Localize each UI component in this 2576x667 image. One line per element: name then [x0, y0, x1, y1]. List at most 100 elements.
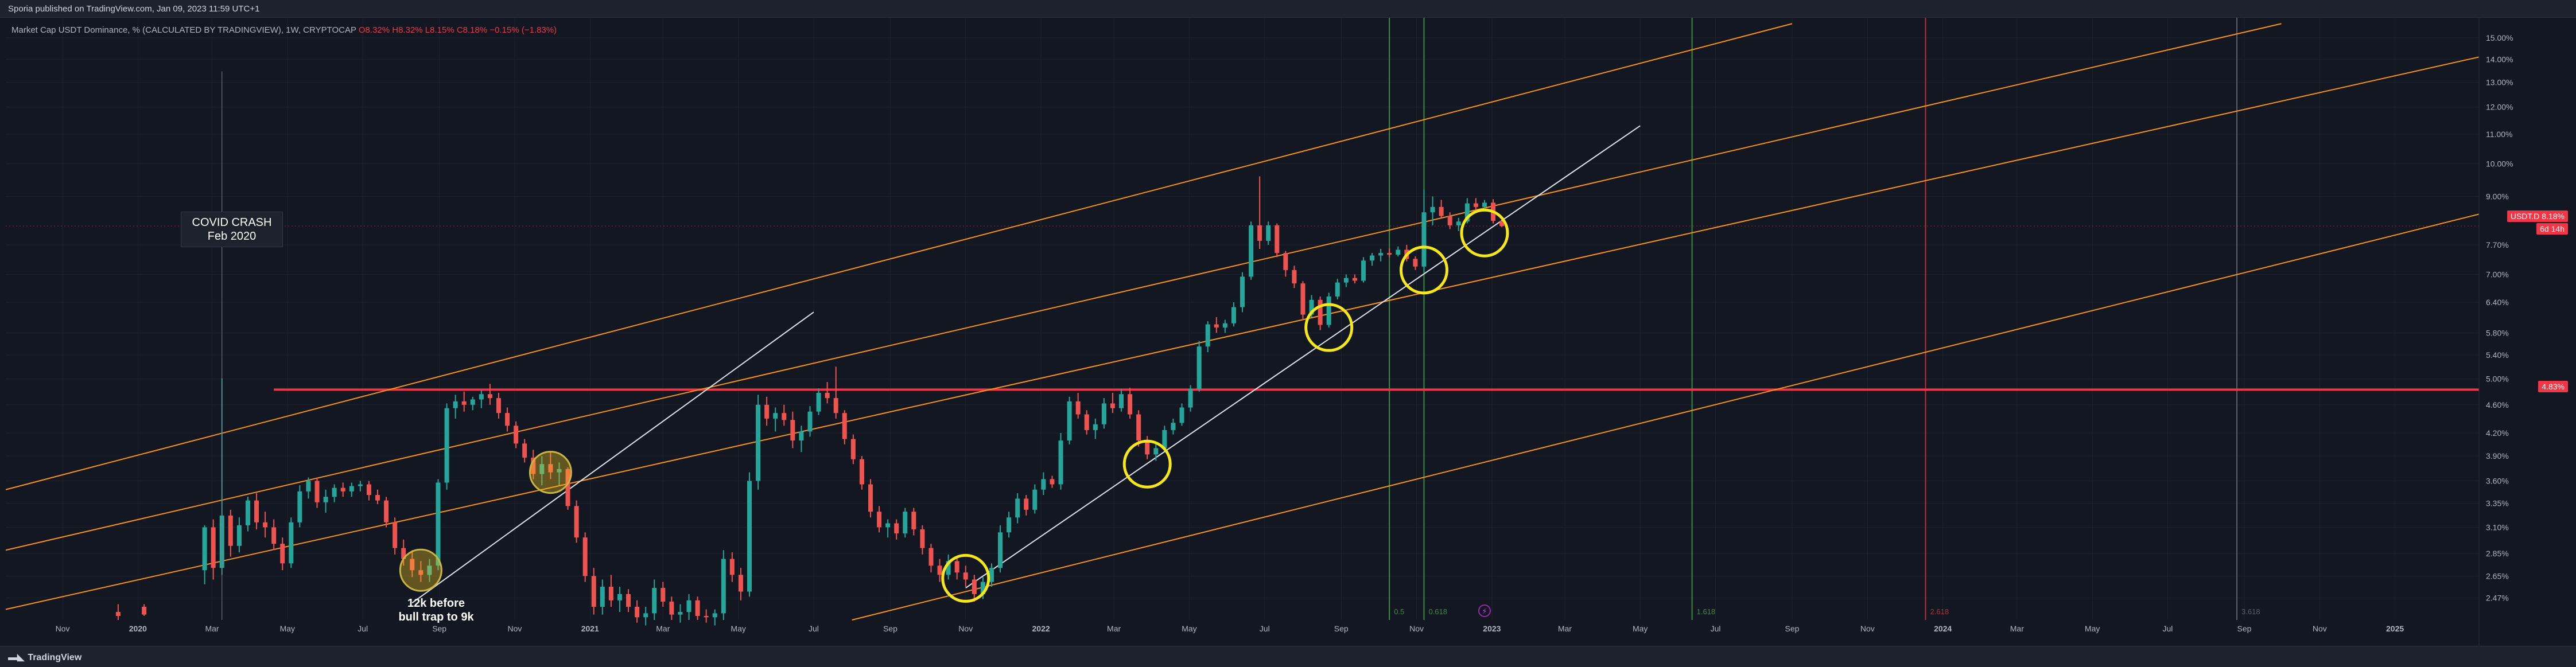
highlight-circle: [1399, 245, 1448, 295]
x-tick-label: Mar: [1558, 624, 1572, 633]
candle-body: [418, 570, 423, 575]
candle-body: [263, 522, 268, 528]
candle-body: [1464, 203, 1470, 222]
candle-body: [626, 594, 631, 607]
bull-trap-label[interactable]: 12k before bull trap to 9k: [398, 597, 474, 623]
candle-body: [712, 613, 717, 618]
x-tick-label: Jul: [2163, 624, 2173, 633]
y-tick-label: 5.80%: [2486, 328, 2509, 337]
candle-body: [1205, 324, 1210, 347]
candle-body: [115, 612, 121, 616]
candle-body: [928, 548, 934, 566]
candle-body: [211, 527, 216, 568]
candle-body: [1058, 440, 1063, 485]
candle-body: [816, 393, 821, 412]
covid-crash-label[interactable]: COVID CRASH Feb 2020: [181, 212, 283, 247]
candle-body: [1024, 498, 1029, 510]
candle-body: [608, 587, 613, 600]
candle-body: [903, 512, 908, 533]
x-tick-label: Mar: [1107, 624, 1121, 633]
highlight-circle: [1460, 208, 1509, 258]
candle-body: [340, 487, 345, 492]
candle-body: [894, 523, 899, 533]
candle-body: [963, 572, 968, 580]
price-badge-symbol: USDT.D 8.18%: [2507, 210, 2568, 222]
candle-body: [782, 413, 787, 420]
candle-body: [868, 484, 873, 512]
candle-body: [496, 398, 501, 414]
x-tick-label: Mar: [2010, 624, 2024, 633]
x-tick-label: Nov: [958, 624, 973, 633]
candle-body: [522, 443, 527, 458]
candle-body: [773, 413, 778, 419]
candle-body: [1119, 394, 1124, 408]
candle-body: [1439, 206, 1444, 216]
candle-body: [790, 420, 795, 441]
y-tick-label: 5.40%: [2486, 350, 2509, 360]
candle-body: [617, 594, 622, 600]
y-tick-label: 3.10%: [2486, 522, 2509, 532]
candle-body: [946, 561, 951, 575]
price-chart[interactable]: 0.5 0.618 1.618 2.618 3.618 ⚡ 2.47% 2.65% 2.85%…: [0, 18, 2576, 646]
event-marker-icon: [1478, 604, 1491, 617]
candle-body: [972, 579, 977, 594]
x-tick-label: Nov: [2313, 624, 2327, 633]
x-tick-label: 2020: [129, 624, 147, 633]
x-tick-label: Sep: [432, 624, 446, 633]
x-tick-label: Sep: [1334, 624, 1349, 633]
candle-body: [479, 394, 484, 400]
candle-body: [444, 408, 449, 483]
candle-body: [1456, 221, 1461, 225]
y-tick-label: 3.35%: [2486, 498, 2509, 508]
candle-body: [1128, 394, 1133, 415]
candle-body: [1257, 225, 1262, 241]
candle-body: [738, 575, 743, 592]
candle-body: [323, 497, 328, 502]
candle-body: [807, 411, 813, 432]
candle-body: [202, 527, 207, 571]
y-tick-label: 7.00%: [2486, 270, 2509, 279]
candle-body: [877, 512, 882, 528]
candle-body: [1421, 212, 1427, 267]
channel-line: [5, 56, 2480, 610]
tradingview-logo[interactable]: ▬◣ TradingView: [8, 653, 82, 662]
legend-title: Market Cap USDT Dominance, % (CALCULATED…: [11, 25, 356, 35]
highlight-circle: [1304, 303, 1354, 352]
legend-ohlc: O8.32% H8.32% L8.15% C8.18% −0.15% (−1.8…: [358, 25, 557, 35]
candle-body: [461, 401, 467, 405]
candle-body: [1041, 479, 1046, 490]
candle-body: [1171, 423, 1176, 430]
candle-body: [289, 522, 294, 564]
candle-body: [1153, 448, 1159, 455]
x-axis: Nov 2020 Mar May Jul Sep Nov 2021 Mar May Jul Sep No…: [56, 624, 2404, 633]
highlight-circle: [529, 451, 572, 494]
support-line: [6, 225, 2479, 391]
bottom-bar: ▬◣ TradingView: [0, 646, 2576, 667]
channel-line: [852, 213, 2480, 621]
candle-body: [998, 532, 1003, 568]
candle-body: [859, 459, 864, 485]
candle-body: [1196, 346, 1202, 389]
candle-body: [980, 582, 985, 594]
candle-body: [142, 606, 147, 615]
candle-body: [756, 404, 761, 481]
x-tick-label: Jul: [1260, 624, 1270, 633]
candle-body: [393, 522, 398, 548]
y-tick-label: 4.20%: [2486, 428, 2509, 438]
candle-body: [1335, 282, 1340, 297]
candle-body: [1387, 253, 1392, 255]
fib-time-label: 0.618: [1428, 607, 1447, 616]
candle-body: [366, 484, 371, 496]
x-tick-label: Nov: [1409, 624, 1424, 633]
trend-line: [965, 125, 1641, 588]
candle-body: [842, 413, 847, 439]
candle-body: [1214, 324, 1219, 328]
candle-body: [1326, 296, 1331, 325]
candle-body: [349, 486, 354, 492]
candle-body: [954, 561, 959, 573]
fib-time-label: 2.618: [1930, 607, 1949, 616]
published-info: Sporia published on TradingView.com, Jan…: [8, 4, 260, 14]
candle-body: [1370, 255, 1375, 261]
candle-body: [1275, 225, 1280, 253]
candle-body: [565, 469, 570, 506]
